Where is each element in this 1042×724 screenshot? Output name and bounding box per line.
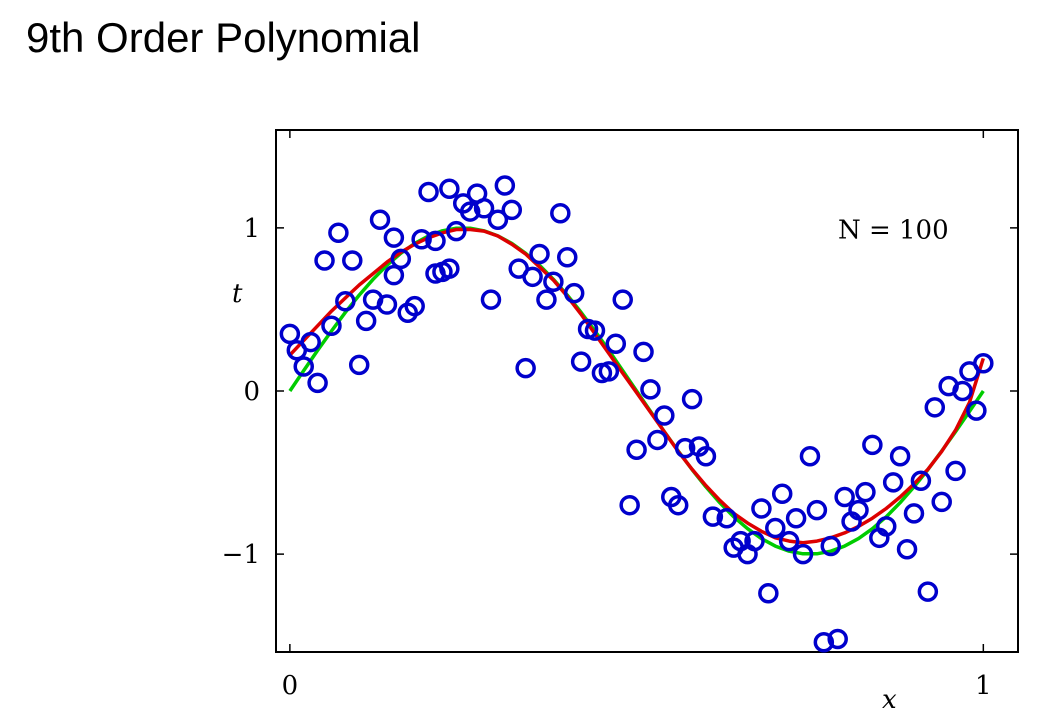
- data-point: [792, 543, 814, 565]
- data-point: [799, 446, 821, 467]
- data-point: [654, 405, 675, 426]
- data-point: [418, 181, 439, 203]
- data-point: [862, 434, 883, 456]
- data-point: [487, 209, 509, 230]
- data-point: [695, 446, 717, 467]
- data-point: [307, 372, 328, 394]
- data-point: [647, 429, 668, 451]
- data-point: [771, 483, 793, 505]
- data-point: [342, 250, 363, 271]
- data-point: [827, 628, 848, 650]
- data-point: [612, 289, 633, 310]
- data-point: [681, 388, 703, 410]
- data-point: [390, 248, 412, 270]
- data-point: [889, 446, 911, 467]
- data-point: [640, 379, 661, 400]
- data-point: [626, 439, 647, 460]
- data-point: [293, 356, 314, 377]
- y-tick-label: 0: [243, 377, 260, 407]
- slide-title: 9th Order Polynomial: [26, 14, 421, 61]
- y-tick-label: −1: [222, 540, 260, 570]
- data-point: [355, 310, 377, 332]
- data-point: [473, 198, 495, 219]
- data-point: [480, 289, 502, 310]
- data-point: [557, 246, 578, 268]
- data-point: [875, 516, 897, 537]
- data-point: [536, 289, 557, 310]
- data-point: [834, 486, 855, 508]
- data-point: [529, 243, 550, 265]
- data-point: [945, 460, 966, 482]
- data-point: [598, 361, 620, 382]
- data-point: [383, 264, 405, 286]
- data-point: [785, 507, 807, 529]
- data-point: [459, 201, 481, 222]
- data-point: [765, 517, 786, 539]
- data-point: [848, 499, 869, 521]
- data-point: [570, 351, 592, 372]
- data-point: [667, 494, 689, 516]
- x-axis-label: x: [882, 685, 897, 715]
- data-point: [855, 481, 876, 503]
- data-point: [924, 397, 946, 418]
- data-point: [411, 229, 432, 250]
- data-point: [820, 535, 842, 557]
- sample-count-annotation: N = 100: [838, 216, 949, 246]
- data-point: [348, 354, 370, 376]
- data-point: [279, 323, 301, 345]
- y-tick-label: 1: [243, 214, 260, 244]
- data-point: [584, 320, 606, 341]
- data-point: [778, 530, 800, 552]
- data-point: [633, 341, 654, 363]
- data-point: [716, 507, 737, 529]
- data-point: [674, 437, 696, 459]
- data-point: [328, 222, 349, 244]
- data-point: [425, 230, 446, 252]
- data-point: [543, 271, 564, 292]
- data-point: [758, 583, 779, 604]
- data-point: [369, 209, 391, 230]
- data-point: [335, 291, 356, 312]
- tick-layer: 0 1 −1 0 1: [222, 130, 1018, 701]
- data-point: [494, 175, 516, 196]
- data-point: [619, 494, 640, 516]
- y-axis-label: t: [232, 279, 243, 309]
- data-point: [896, 538, 918, 560]
- plot-frame: [275, 129, 1019, 653]
- data-point: [966, 400, 987, 421]
- data-point: [300, 331, 321, 353]
- data-point: [973, 353, 994, 374]
- data-point: [806, 499, 828, 521]
- data-point: [751, 498, 772, 519]
- data-point: [952, 380, 973, 402]
- data-point: [550, 202, 571, 224]
- data-point: [917, 581, 939, 602]
- data-point: [314, 250, 335, 271]
- x-tick-label: 0: [282, 671, 299, 701]
- data-point: [744, 530, 765, 552]
- data-point: [882, 472, 904, 493]
- data-point: [515, 357, 536, 379]
- point-layer: [279, 175, 994, 653]
- data-point: [446, 220, 467, 242]
- data-point: [605, 333, 627, 354]
- data-point: [813, 631, 835, 653]
- data-point: [522, 266, 543, 288]
- data-point: [931, 491, 952, 513]
- fitted-curve: [288, 227, 985, 545]
- data-point: [321, 315, 342, 336]
- data-point: [910, 470, 932, 491]
- data-point: [702, 506, 724, 527]
- data-point: [439, 178, 460, 199]
- data-point: [404, 295, 425, 317]
- data-point: [439, 258, 460, 279]
- data-point: [383, 227, 405, 248]
- data-point: [376, 294, 398, 315]
- data-point: [903, 503, 925, 524]
- data-point: [563, 282, 585, 304]
- x-tick-label: 1: [975, 671, 992, 701]
- data-point: [501, 199, 523, 221]
